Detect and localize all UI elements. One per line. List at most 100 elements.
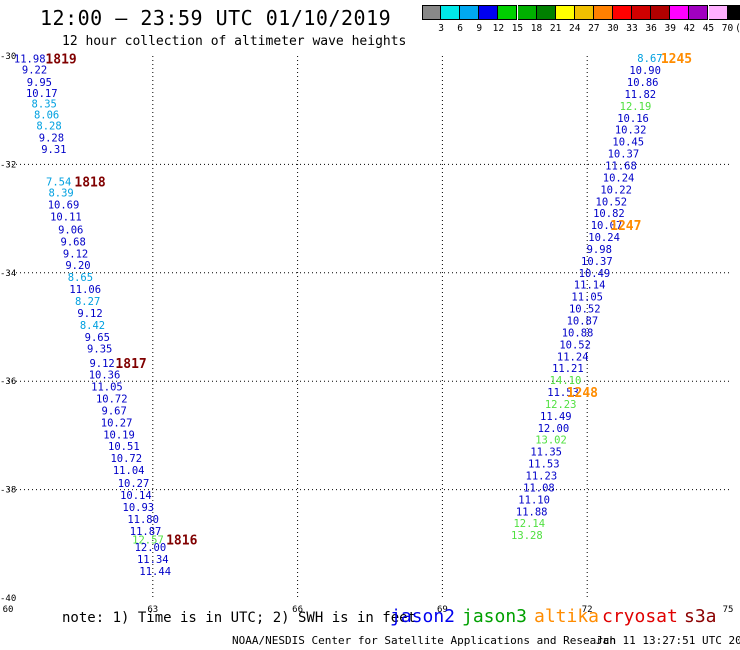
wave-height-point: 9.68 xyxy=(61,236,86,248)
wave-height-point: 10.24 xyxy=(603,172,635,184)
wave-height-point: 10.72 xyxy=(110,453,142,465)
wave-height-point: 11.14 xyxy=(574,280,606,292)
wave-height-point: 12.57 xyxy=(132,534,164,546)
wave-height-point: 11.49 xyxy=(540,411,572,423)
wave-height-point: 11.35 xyxy=(530,447,562,459)
color-scale-swatch xyxy=(574,5,594,20)
x-tick-label: 69 xyxy=(437,605,448,615)
legend-item: jason3 xyxy=(462,606,528,627)
time-labels: 1819 1818 1817 1816 1245 1247 1248 xyxy=(45,52,692,548)
wave-height-point: 9.31 xyxy=(41,144,66,156)
color-scale-label: 45 xyxy=(702,23,715,34)
wave-height-point: 7.54 xyxy=(46,177,71,189)
wave-height-point: 8.65 xyxy=(68,272,93,284)
color-scale-label: (ft) xyxy=(735,23,740,34)
wave-height-point: 11.05 xyxy=(571,292,603,304)
color-scale-label: 30 xyxy=(607,23,619,34)
credit-line: NOAA/NESDIS Center for Satellite Applica… xyxy=(232,634,617,647)
color-scale-label: 12 xyxy=(492,23,505,34)
x-tick-label: 63 xyxy=(147,605,158,615)
wave-height-point: 10.22 xyxy=(600,184,632,196)
wave-height-point: 11.06 xyxy=(69,284,101,296)
wave-height-point: 9.12 xyxy=(63,248,88,260)
wave-height-point: 11.82 xyxy=(624,89,656,101)
pass-time-label: 1247 xyxy=(610,219,641,234)
wave-height-point: 9.65 xyxy=(85,332,110,344)
wave-height-point: 10.16 xyxy=(617,113,649,125)
wave-height-point: 9.98 xyxy=(587,244,612,256)
y-tick-label: -40 xyxy=(0,594,16,604)
wave-height-point: 11.34 xyxy=(137,554,169,566)
wave-height-point: 9.95 xyxy=(27,77,52,89)
color-scale-swatch xyxy=(422,5,442,20)
legend-item: jason2 xyxy=(390,606,456,627)
generated-timestamp: Jan 11 13:27:51 UTC 2019 xyxy=(596,634,740,647)
color-scale-swatch xyxy=(517,5,537,20)
wave-height-point: 11.04 xyxy=(113,465,145,477)
page-subtitle: 12 hour collection of altimeter wave hei… xyxy=(62,34,407,49)
wave-height-point: 10.36 xyxy=(89,370,121,382)
wave-height-point: 11.23 xyxy=(526,471,558,483)
wave-height-point: 10.72 xyxy=(96,394,128,406)
wave-height-point: 8.35 xyxy=(32,99,57,111)
color-scale-label: 70 xyxy=(721,23,734,34)
wave-height-point: 11.87 xyxy=(130,526,162,538)
wave-height-point: 10.52 xyxy=(569,304,601,316)
wave-height-point: 10.37 xyxy=(581,256,613,268)
wave-height-point: 11.53 xyxy=(528,459,560,471)
wave-height-point: 12.14 xyxy=(513,518,545,530)
wave-height-point: 9.67 xyxy=(102,405,127,417)
wave-height-point: 11.05 xyxy=(91,382,123,394)
x-tick-label: 60 xyxy=(3,605,14,615)
color-scale-swatch xyxy=(460,5,480,20)
y-tick-label: -30 xyxy=(0,52,16,62)
wave-height-point: 11.44 xyxy=(139,566,171,578)
wave-height-point: 11.98 xyxy=(14,54,46,66)
color-scale-label: 18 xyxy=(530,23,543,34)
color-scale-swatch xyxy=(593,5,613,20)
wave-height-point: 10.07 xyxy=(591,220,623,232)
wave-height-point: 11.88 xyxy=(516,506,548,518)
wave-height-point: 13.02 xyxy=(535,435,567,447)
pass-time-label: 1819 xyxy=(45,53,76,68)
wave-height-point: 10.87 xyxy=(567,315,599,327)
wave-height-point: 11.24 xyxy=(557,351,589,363)
axis-tick-labels: 60 63 66 69 72 75 -30 -32 -34 -36 -38 -40 xyxy=(0,52,733,615)
pass-time-label: 1248 xyxy=(567,386,598,401)
wave-height-point: 9.20 xyxy=(65,260,90,272)
wave-height-point: 12.19 xyxy=(620,101,652,113)
color-scale-swatch xyxy=(479,5,499,20)
wave-height-point: 10.88 xyxy=(562,327,594,339)
wave-height-point: 9.28 xyxy=(39,132,64,144)
wave-height-point: 9.22 xyxy=(22,65,47,77)
wave-height-point: 11.80 xyxy=(127,514,159,526)
grid-lines xyxy=(8,56,732,598)
color-scale-swatch xyxy=(651,5,671,20)
pass-time-label: 1817 xyxy=(115,357,146,372)
x-tick-label: 66 xyxy=(292,605,303,615)
color-scale-swatch xyxy=(536,5,556,20)
color-scale-label: 3 xyxy=(438,23,444,34)
wave-height-point: 10.17 xyxy=(26,88,58,100)
wave-height-point: 11.68 xyxy=(605,160,637,172)
wave-height-point: 10.14 xyxy=(120,490,152,502)
wave-height-point: 8.06 xyxy=(34,110,59,122)
wave-height-point: 11.10 xyxy=(518,494,550,506)
wave-height-point: 8.39 xyxy=(48,188,73,200)
wave-height-point: 10.24 xyxy=(588,232,620,244)
color-scale-label: 33 xyxy=(626,23,638,34)
wave-height-point: 10.52 xyxy=(559,339,591,351)
wave-height-point: 10.32 xyxy=(615,125,647,137)
legend-item: cryosat xyxy=(602,606,678,627)
wave-height-point: 10.51 xyxy=(108,441,140,453)
color-scale-swatch xyxy=(708,5,728,20)
pass-time-label: 1818 xyxy=(74,176,105,191)
pass-time-label: 1245 xyxy=(661,52,692,67)
wave-height-point: 10.49 xyxy=(579,268,611,280)
wave-height-point: 10.37 xyxy=(608,149,640,161)
wave-height-point: 10.27 xyxy=(118,478,150,490)
y-tick-label: -32 xyxy=(0,160,16,170)
y-tick-label: -34 xyxy=(0,269,16,279)
